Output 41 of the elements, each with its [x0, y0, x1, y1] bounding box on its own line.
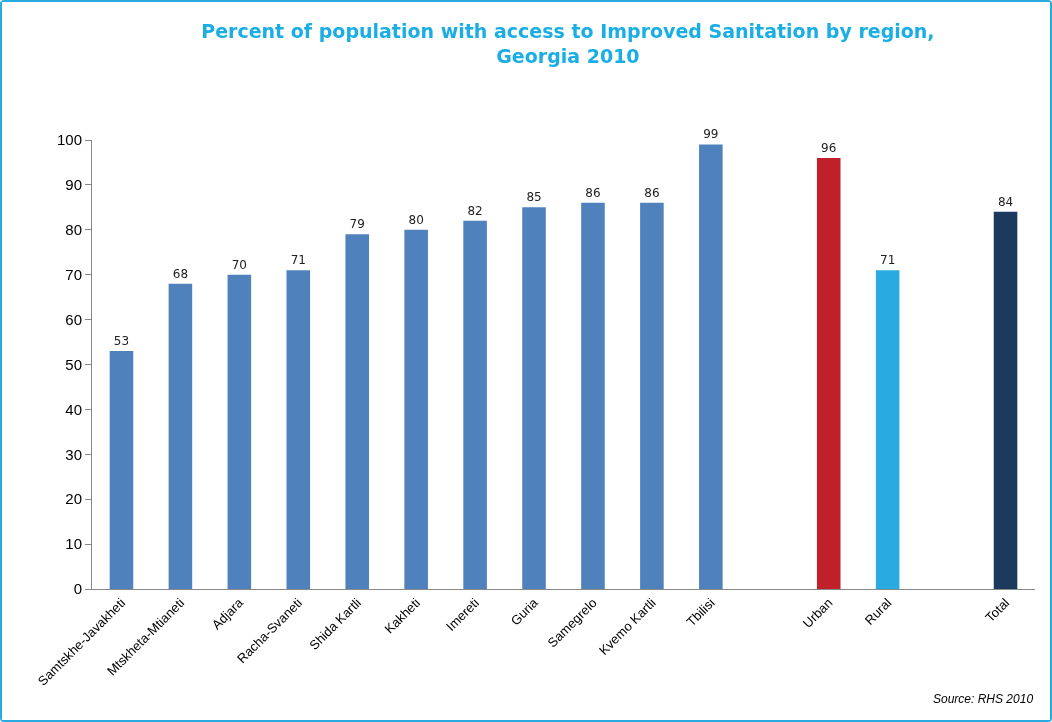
y-tick-label: 60: [65, 310, 82, 328]
data-label: 71: [880, 253, 896, 268]
bar: [404, 229, 428, 589]
data-label: 96: [821, 140, 837, 155]
source-note: Source: RHS 2010: [933, 692, 1034, 706]
y-tick-label: 80: [65, 221, 82, 239]
bar: [463, 220, 487, 589]
data-label: 86: [585, 185, 601, 200]
bar: [816, 157, 841, 589]
y-tick-label: 70: [65, 265, 82, 283]
data-label: 71: [290, 253, 306, 268]
y-tick-label: 50: [65, 355, 82, 373]
y-tick-label: 20: [65, 490, 82, 508]
bar: [581, 202, 605, 589]
bar: [875, 270, 900, 589]
y-tick-label: 100: [56, 131, 82, 149]
data-label: 82: [467, 203, 483, 218]
y-tick-label: 10: [65, 535, 82, 553]
y-tick-label: 0: [73, 580, 82, 598]
bar: [345, 234, 370, 589]
y-tick-label: 90: [65, 176, 82, 194]
bar: [227, 274, 252, 589]
bar: [699, 144, 723, 589]
data-label: 80: [408, 212, 424, 227]
data-label: 70: [231, 257, 247, 272]
data-label: 99: [703, 127, 719, 142]
data-label: 53: [113, 334, 130, 349]
data-label: 68: [172, 266, 189, 281]
y-tick-label: 30: [65, 445, 82, 463]
chart-title: Percent of population with access to Improved Sanitation by region, Georgia 2010: [201, 19, 935, 67]
bar: [522, 207, 546, 589]
bar: [168, 283, 193, 589]
data-label: 79: [349, 217, 365, 232]
data-label: 84: [997, 194, 1014, 209]
y-tick-label: 40: [65, 400, 82, 418]
bar: [993, 211, 1018, 589]
bar: [109, 351, 134, 589]
bar: [286, 270, 311, 589]
data-label: 86: [644, 185, 660, 200]
bar: [640, 202, 664, 589]
data-label: 85: [526, 190, 542, 205]
